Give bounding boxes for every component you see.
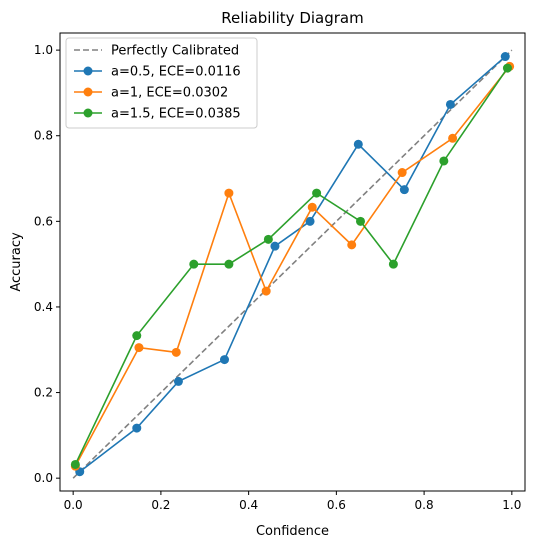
legend-label: a=0.5, ECE=0.0116: [111, 65, 241, 80]
y-axis: 0.0 0.2 0.4 0.6 0.8 1.0: [34, 43, 60, 485]
series-3-point: [264, 235, 273, 244]
legend-marker: [84, 109, 93, 118]
series-1-point: [132, 424, 141, 433]
series-3-point: [312, 189, 321, 198]
x-tick-label: 0.0: [64, 498, 83, 512]
series-1-point: [174, 377, 183, 386]
legend-marker: [84, 88, 93, 97]
y-tick-label: 0.0: [34, 471, 53, 485]
series-1-point: [446, 100, 455, 109]
y-axis-label: Accuracy: [9, 232, 24, 292]
series-3-point: [189, 260, 198, 269]
legend: Perfectly Calibrated a=0.5, ECE=0.0116 a=1…: [66, 38, 257, 128]
series-2-point: [134, 343, 143, 352]
series-2-point: [224, 189, 233, 198]
y-tick-label: 0.4: [34, 300, 53, 314]
series-2-point: [172, 348, 181, 357]
series-3-point: [132, 331, 141, 340]
series-3-point: [389, 260, 398, 269]
series-2-point: [308, 203, 317, 212]
series-1-point: [220, 355, 229, 364]
legend-label: a=1.5, ECE=0.0385: [111, 107, 241, 122]
x-tick-label: 0.2: [151, 498, 170, 512]
series-1-point: [501, 52, 510, 61]
series-1-point: [354, 140, 363, 149]
x-tick-label: 0.8: [415, 498, 434, 512]
series-3-point: [224, 260, 233, 269]
x-axis-label: Confidence: [256, 524, 329, 539]
legend-label: a=1, ECE=0.0302: [111, 86, 228, 101]
series-1-point: [270, 242, 279, 251]
x-axis: 0.0 0.2 0.4 0.6 0.8 1.0: [64, 491, 522, 512]
series-1-point: [400, 185, 409, 194]
legend-label: Perfectly Calibrated: [111, 44, 239, 59]
series-3-point: [503, 64, 512, 73]
y-tick-label: 0.8: [34, 129, 53, 143]
chart-title: Reliability Diagram: [221, 9, 363, 27]
y-tick-label: 1.0: [34, 43, 53, 57]
y-tick-label: 0.6: [34, 214, 53, 228]
series-2-point: [262, 287, 271, 296]
series-2-point: [448, 134, 457, 143]
series-2-point: [398, 168, 407, 177]
x-tick-label: 0.4: [239, 498, 258, 512]
x-tick-label: 1.0: [502, 498, 521, 512]
x-tick-label: 0.6: [327, 498, 346, 512]
series-3-point: [439, 156, 448, 165]
series-3-point: [71, 460, 80, 469]
legend-marker: [84, 67, 93, 76]
y-tick-label: 0.2: [34, 386, 53, 400]
series-2-point: [347, 240, 356, 249]
series-3-point: [356, 217, 365, 226]
